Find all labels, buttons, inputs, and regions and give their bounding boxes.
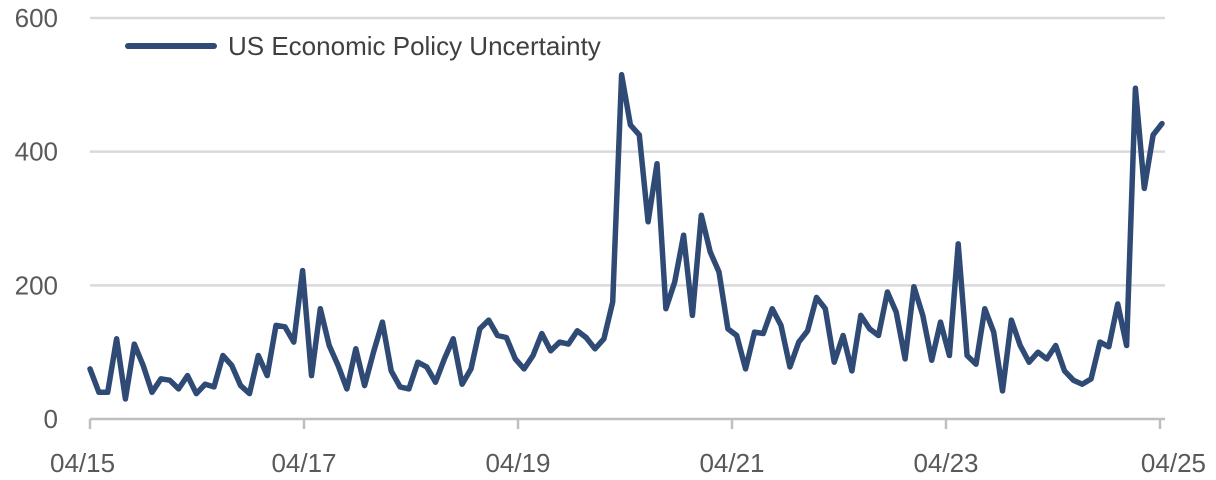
y-axis-tick-label: 400 [15, 137, 58, 167]
series-lines [87, 72, 1165, 402]
y-axis-tick-labels: 0 200 400 600 [15, 3, 58, 434]
x-axis-tick-label: 04/25 [1141, 448, 1206, 478]
x-axis-tick-label: 04/15 [50, 448, 115, 478]
y-axis-tick-label: 200 [15, 270, 58, 300]
gridlines [90, 16, 1165, 287]
legend-label: US Economic Policy Uncertainty [228, 31, 601, 61]
x-axis [88, 417, 1165, 429]
y-axis-tick-label: 600 [15, 3, 58, 33]
x-axis-tick-label: 04/21 [699, 448, 764, 478]
series-line [87, 72, 1165, 402]
x-axis-tick-label: 04/17 [271, 448, 336, 478]
x-axis-tick-label: 04/19 [485, 448, 550, 478]
x-axis-tick-label: 04/23 [913, 448, 978, 478]
x-axis-tick-labels: 04/15 04/17 04/19 04/21 04/23 04/25 [50, 448, 1206, 478]
y-axis-tick-label: 0 [44, 404, 58, 434]
legend: US Economic Policy Uncertainty [125, 31, 601, 61]
